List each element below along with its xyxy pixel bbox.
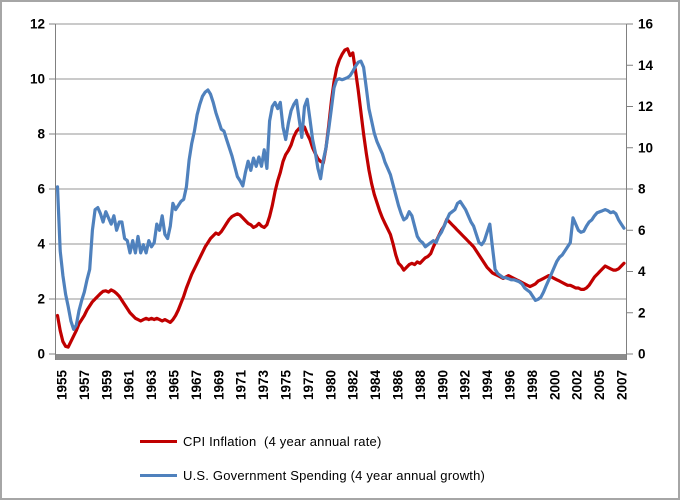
legend-item-govt-spending: U.S. Government Spending (4 year annual … — [140, 466, 485, 484]
x-axis-tick-label: 1973 — [256, 369, 271, 400]
x-axis-tick-label: 1959 — [99, 370, 114, 400]
y-axis-right-tick-label: 8 — [638, 182, 646, 197]
x-axis-tick-label: 1994 — [480, 369, 495, 400]
x-axis-tick-label: 1990 — [435, 370, 450, 400]
y-axis-left-tick-label: 6 — [37, 182, 45, 197]
x-axis-tick-label: 1996 — [503, 369, 518, 400]
x-axis-tick-label: 1980 — [323, 370, 338, 400]
govt-spending-line-swatch — [140, 473, 177, 477]
x-axis-tick-label: 1957 — [77, 370, 92, 400]
x-axis-tick-label: 1963 — [144, 369, 159, 400]
x-axis-tick-label: 2002 — [570, 370, 585, 400]
cpi-inflation-line-swatch — [140, 439, 177, 443]
x-axis-tick-label: 1998 — [525, 369, 540, 400]
legend-item-cpi-inflation: CPI Inflation (4 year annual rate) — [140, 432, 485, 450]
x-axis-tick-label: 1992 — [458, 370, 473, 400]
y-axis-left-tick-label: 10 — [30, 72, 45, 87]
y-axis-left-tick-label: 0 — [37, 347, 45, 362]
x-axis-tick-label: 1965 — [167, 369, 182, 400]
y-axis-left-tick-label: 4 — [37, 237, 45, 252]
y-axis-right-tick-label: 6 — [638, 223, 646, 238]
govt-spending-line — [55, 59, 626, 331]
x-axis-tick-label: 1988 — [413, 369, 428, 400]
y-axis-right-tick-label: 10 — [638, 140, 653, 155]
chart-legend: CPI Inflation (4 year annual rate) U.S. … — [140, 432, 485, 498]
x-axis-tick-label: 1969 — [211, 370, 226, 400]
x-axis-tick-label: 1971 — [234, 369, 249, 400]
cpi-inflation-line — [55, 47, 626, 349]
x-axis-tick-label: 1986 — [391, 369, 406, 400]
x-axis-tick-label: 2007 — [615, 370, 630, 400]
x-axis-tick-label: 1955 — [55, 369, 70, 400]
y-axis-right-tick-label: 16 — [638, 17, 654, 32]
x-axis-tick-label: 1982 — [346, 370, 361, 400]
y-axis-right-tick-label: 4 — [638, 264, 646, 279]
x-axis-tick-label: 1961 — [122, 369, 137, 400]
x-axis-tick-label: 1977 — [301, 370, 316, 400]
x-axis-baseline-bar — [55, 354, 627, 360]
y-axis-right-tick-label: 0 — [638, 347, 646, 362]
y-axis-left-tick-label: 12 — [30, 17, 45, 32]
legend-label-cpi-inflation: CPI Inflation (4 year annual rate) — [183, 433, 382, 449]
y-axis-right-tick-label: 14 — [638, 58, 654, 73]
y-axis-right-tick-label: 2 — [638, 305, 646, 320]
y-axis-right-tick-label: 12 — [638, 99, 653, 114]
x-axis-tick-label: 2005 — [592, 369, 607, 400]
y-axis-left-tick-label: 2 — [37, 292, 45, 307]
x-axis-tick-label: 1984 — [368, 369, 383, 400]
x-axis-tick-label: 1975 — [279, 369, 294, 400]
y-axis-left-tick-label: 8 — [37, 127, 45, 142]
legend-label-govt-spending: U.S. Government Spending (4 year annual … — [183, 467, 486, 483]
x-axis-tick-label: 1967 — [189, 370, 204, 400]
x-axis-tick-label: 2000 — [547, 370, 562, 400]
